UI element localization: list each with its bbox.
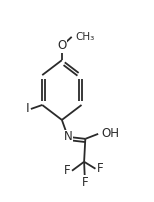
Text: N: N (64, 130, 72, 143)
Text: F: F (97, 162, 104, 175)
Text: F: F (64, 164, 70, 177)
Text: CH₃: CH₃ (75, 32, 95, 42)
Text: F: F (82, 176, 88, 189)
Text: I: I (26, 102, 29, 116)
Text: O: O (57, 39, 67, 52)
Text: OH: OH (101, 127, 119, 140)
